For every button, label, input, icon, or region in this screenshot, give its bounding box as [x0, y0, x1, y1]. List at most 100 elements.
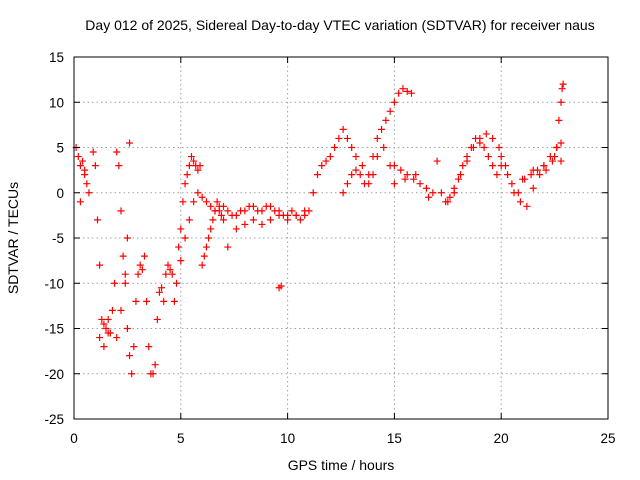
data-point — [425, 193, 433, 201]
data-point — [134, 270, 142, 278]
data-point — [224, 243, 232, 251]
data-point — [83, 180, 91, 188]
data-point — [258, 207, 266, 215]
data-point — [390, 98, 398, 106]
data-point — [121, 270, 129, 278]
data-point — [215, 207, 223, 215]
data-point — [179, 198, 187, 206]
data-point — [166, 266, 174, 274]
data-point — [183, 171, 191, 179]
data-point — [198, 193, 206, 201]
data-point — [177, 225, 185, 233]
data-point — [519, 175, 527, 183]
data-point — [296, 216, 304, 224]
data-point — [196, 162, 204, 170]
ticks-layer: 0 5 10 15 20 25 -25 -20 -15 -10 -5 0 5 10 15 — [44, 50, 615, 446]
data-point — [348, 144, 356, 151]
data-point — [130, 343, 138, 351]
data-point — [117, 207, 125, 215]
data-point — [403, 87, 411, 95]
data-point — [529, 184, 537, 192]
y-tick-label: -20 — [44, 367, 64, 382]
data-point — [484, 153, 492, 161]
data-point — [450, 189, 458, 197]
data-point — [373, 153, 381, 161]
data-point — [160, 297, 168, 305]
data-point — [198, 261, 206, 269]
y-axis-label: SDTVAR / TECUs — [5, 182, 21, 294]
data-point — [115, 162, 123, 170]
data-point — [557, 157, 565, 165]
data-point — [96, 334, 104, 342]
data-point — [181, 180, 189, 188]
data-points-layer — [72, 80, 567, 378]
data-point — [128, 370, 136, 378]
data-point — [356, 171, 364, 179]
data-point — [164, 261, 172, 269]
data-point — [365, 180, 373, 188]
data-point — [314, 171, 322, 179]
data-point — [559, 80, 567, 88]
data-point — [489, 162, 497, 170]
data-point — [200, 252, 208, 260]
data-point — [553, 144, 561, 151]
data-point — [482, 130, 490, 138]
data-point — [143, 297, 151, 305]
data-point — [104, 329, 112, 337]
data-point — [136, 261, 144, 269]
data-point — [162, 270, 170, 278]
data-point — [493, 171, 501, 179]
data-point — [232, 211, 240, 219]
x-tick-label: 25 — [600, 431, 615, 446]
data-point — [207, 225, 215, 233]
data-point — [224, 207, 232, 215]
data-point — [444, 198, 452, 206]
data-point — [74, 153, 82, 161]
data-point — [412, 171, 420, 179]
data-point — [429, 189, 437, 197]
data-point — [96, 261, 104, 269]
data-point — [510, 189, 518, 197]
data-point — [232, 225, 240, 233]
data-point — [382, 116, 390, 124]
data-point — [454, 175, 462, 183]
data-point — [173, 279, 181, 287]
data-point — [113, 334, 121, 342]
data-point — [190, 198, 198, 206]
data-point — [277, 282, 285, 290]
x-axis-label: GPS time / hours — [288, 457, 395, 473]
data-point — [185, 162, 193, 170]
data-point — [104, 315, 112, 323]
data-point — [557, 98, 565, 106]
data-point — [207, 202, 215, 210]
data-point — [275, 211, 283, 219]
data-point — [309, 189, 317, 197]
data-point — [79, 157, 87, 165]
data-point — [102, 325, 110, 332]
data-point — [258, 220, 266, 228]
x-tick-label: 15 — [387, 431, 402, 446]
data-point — [540, 162, 548, 170]
data-point — [557, 139, 565, 147]
data-point — [343, 134, 351, 142]
data-point — [93, 216, 101, 224]
data-point — [121, 279, 129, 287]
data-point — [132, 297, 140, 305]
data-point — [373, 134, 381, 142]
data-point — [267, 216, 275, 224]
data-point — [138, 266, 146, 274]
data-point — [410, 175, 418, 183]
data-point — [91, 162, 99, 170]
data-point — [288, 207, 296, 215]
data-point — [343, 180, 351, 188]
data-point — [416, 180, 424, 188]
data-point — [335, 134, 343, 142]
data-point — [187, 153, 195, 161]
data-point — [220, 216, 228, 224]
data-point — [497, 153, 505, 161]
y-tick-label: -15 — [44, 322, 64, 337]
y-tick-label: 10 — [49, 95, 64, 110]
data-point — [301, 207, 309, 215]
